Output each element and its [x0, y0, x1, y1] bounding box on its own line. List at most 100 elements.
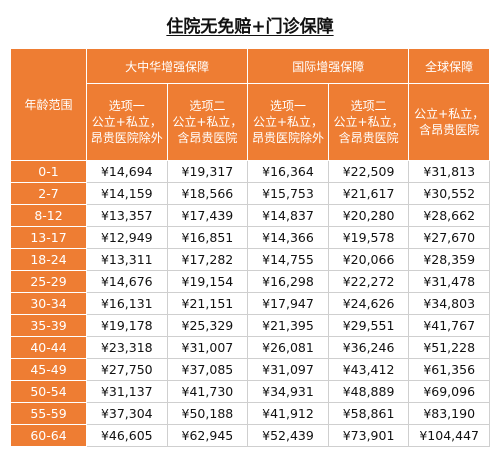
- age-cell: 40-44: [10, 336, 87, 359]
- option-line: 选项一: [269, 99, 306, 113]
- premium-cell: ¥16,364: [247, 160, 329, 183]
- option-line: 含昂贵医院: [177, 131, 238, 145]
- premium-cell: ¥83,190: [408, 402, 490, 425]
- premium-cell: ¥14,676: [86, 270, 168, 293]
- premium-cell: ¥21,617: [327, 182, 410, 205]
- group-header-greater-china: 大中华增强保障: [85, 48, 249, 84]
- premium-cell: ¥36,246: [327, 336, 410, 359]
- table-row: 45-49 ¥27,750 ¥37,085 ¥31,097 ¥43,412 ¥61,356: [10, 358, 490, 381]
- premium-cell: ¥37,304: [86, 402, 168, 425]
- premium-cell: ¥18,566: [166, 182, 249, 205]
- premium-cell: ¥51,228: [408, 336, 490, 359]
- premium-cell: ¥17,282: [166, 248, 249, 271]
- premium-cell: ¥14,366: [247, 226, 329, 249]
- premium-cell: ¥52,439: [247, 424, 329, 447]
- table-row: 55-59 ¥37,304 ¥50,188 ¥41,912 ¥58,861 ¥83,190: [10, 402, 490, 425]
- premium-cell: ¥19,317: [166, 160, 249, 183]
- age-cell: 30-34: [10, 292, 87, 315]
- age-cell: 25-29: [10, 270, 87, 293]
- premium-cell: ¥13,311: [86, 248, 168, 271]
- age-cell: 60-64: [10, 424, 87, 447]
- premium-cell: ¥62,945: [166, 424, 249, 447]
- premium-cell: ¥14,694: [86, 160, 168, 183]
- premium-cell: ¥22,272: [327, 270, 410, 293]
- group-header-international: 国际增强保障: [247, 48, 410, 84]
- premium-cell: ¥104,447: [408, 424, 490, 447]
- age-cell: 18-24: [10, 248, 87, 271]
- page-title: 住院无免赔+门诊保障: [166, 17, 334, 37]
- premium-cell: ¥29,551: [327, 314, 410, 337]
- premium-cell: ¥41,730: [166, 380, 249, 403]
- premium-cell: ¥31,813: [408, 160, 490, 183]
- table-row: 25-29 ¥14,676 ¥19,154 ¥16,298 ¥22,272 ¥31,478: [10, 270, 490, 293]
- option-header-row: 选项一 公立+私立， 昂贵医院除外 选项二 公立+私立， 含昂贵医院 选项一 公…: [11, 83, 490, 161]
- option-line: 公立+私立，: [414, 107, 485, 121]
- age-range-header: 年龄范围: [10, 48, 87, 161]
- premium-cell: ¥31,137: [86, 380, 168, 403]
- premium-cell: ¥34,931: [247, 380, 329, 403]
- option-header: 选项二 公立+私立， 含昂贵医院: [166, 83, 249, 161]
- premium-cell: ¥14,159: [86, 182, 168, 205]
- table-row: 18-24 ¥13,311 ¥17,282 ¥14,755 ¥20,066 ¥28,359: [10, 248, 490, 271]
- premium-cell: ¥31,097: [247, 358, 329, 381]
- premium-cell: ¥23,318: [86, 336, 168, 359]
- premium-cell: ¥19,178: [86, 314, 168, 337]
- table-row: 8-12 ¥13,357 ¥17,439 ¥14,837 ¥20,280 ¥28,662: [10, 204, 490, 227]
- table-row: 13-17 ¥12,949 ¥16,851 ¥14,366 ¥19,578 ¥27,670: [10, 226, 490, 249]
- table-row: 35-39 ¥19,178 ¥25,329 ¥21,395 ¥29,551 ¥41,767: [10, 314, 490, 337]
- premium-cell: ¥31,478: [408, 270, 490, 293]
- premium-cell: ¥20,066: [327, 248, 410, 271]
- option-header: 选项二 公立+私立， 含昂贵医院: [327, 83, 410, 161]
- table-row: 50-54 ¥31,137 ¥41,730 ¥34,931 ¥48,889 ¥69,096: [10, 380, 490, 403]
- premium-cell: ¥46,605: [86, 424, 168, 447]
- age-cell: 35-39: [10, 314, 87, 337]
- table-row: 60-64 ¥46,605 ¥62,945 ¥52,439 ¥73,901 ¥104,44…: [10, 424, 490, 447]
- option-header: 公立+私立， 含昂贵医院: [408, 83, 490, 161]
- age-cell: 50-54: [10, 380, 87, 403]
- table-row: 40-44 ¥23,318 ¥31,007 ¥26,081 ¥36,246 ¥51,228: [10, 336, 490, 359]
- option-line: 含昂贵医院: [338, 131, 399, 145]
- premium-cell: ¥21,395: [247, 314, 329, 337]
- premium-cell: ¥28,662: [408, 204, 490, 227]
- premium-cell: ¥34,803: [408, 292, 490, 315]
- option-line: 昂贵医院除外: [251, 131, 324, 145]
- premium-cell: ¥28,359: [408, 248, 490, 271]
- option-line: 公立+私立，: [91, 115, 162, 129]
- premium-cell: ¥22,509: [327, 160, 410, 183]
- table-body: 0-1 ¥14,694 ¥19,317 ¥16,364 ¥22,509 ¥31,813 2-…: [10, 160, 490, 447]
- premium-cell: ¥31,007: [166, 336, 249, 359]
- premium-cell: ¥25,329: [166, 314, 249, 337]
- option-line: 选项一: [108, 99, 145, 113]
- premium-cell: ¥73,901: [327, 424, 410, 447]
- age-cell: 55-59: [10, 402, 87, 425]
- premium-cell: ¥16,298: [247, 270, 329, 293]
- option-line: 公立+私立，: [172, 115, 243, 129]
- age-cell: 2-7: [10, 182, 87, 205]
- premium-cell: ¥19,154: [166, 270, 249, 293]
- option-header: 选项一 公立+私立， 昂贵医院除外: [247, 83, 329, 161]
- premium-cell: ¥26,081: [247, 336, 329, 359]
- premium-cell: ¥61,356: [408, 358, 490, 381]
- option-line: 含昂贵医院: [419, 123, 480, 137]
- option-line: 公立+私立，: [333, 115, 404, 129]
- premium-cell: ¥19,578: [327, 226, 410, 249]
- age-cell: 45-49: [10, 358, 87, 381]
- premium-cell: ¥41,767: [408, 314, 490, 337]
- table-row: 30-34 ¥16,131 ¥21,151 ¥17,947 ¥24,626 ¥34,803: [10, 292, 490, 315]
- option-line: 选项二: [350, 99, 387, 113]
- premium-cell: ¥24,626: [327, 292, 410, 315]
- premium-cell: ¥37,085: [166, 358, 249, 381]
- table-row: 2-7 ¥14,159 ¥18,566 ¥15,753 ¥21,617 ¥30,552: [10, 182, 490, 205]
- option-header: 选项一 公立+私立， 昂贵医院除外: [86, 83, 168, 161]
- premium-cell: ¥48,889: [327, 380, 410, 403]
- premium-cell: ¥16,131: [86, 292, 168, 315]
- premium-cell: ¥27,750: [86, 358, 168, 381]
- premium-cell: ¥13,357: [86, 204, 168, 227]
- premium-cell: ¥14,755: [247, 248, 329, 271]
- option-line: 选项二: [189, 99, 226, 113]
- premium-cell: ¥20,280: [327, 204, 410, 227]
- premium-cell: ¥50,188: [166, 402, 249, 425]
- option-line: 公立+私立，: [252, 115, 324, 129]
- premium-cell: ¥14,837: [247, 204, 329, 227]
- age-cell: 13-17: [10, 226, 87, 249]
